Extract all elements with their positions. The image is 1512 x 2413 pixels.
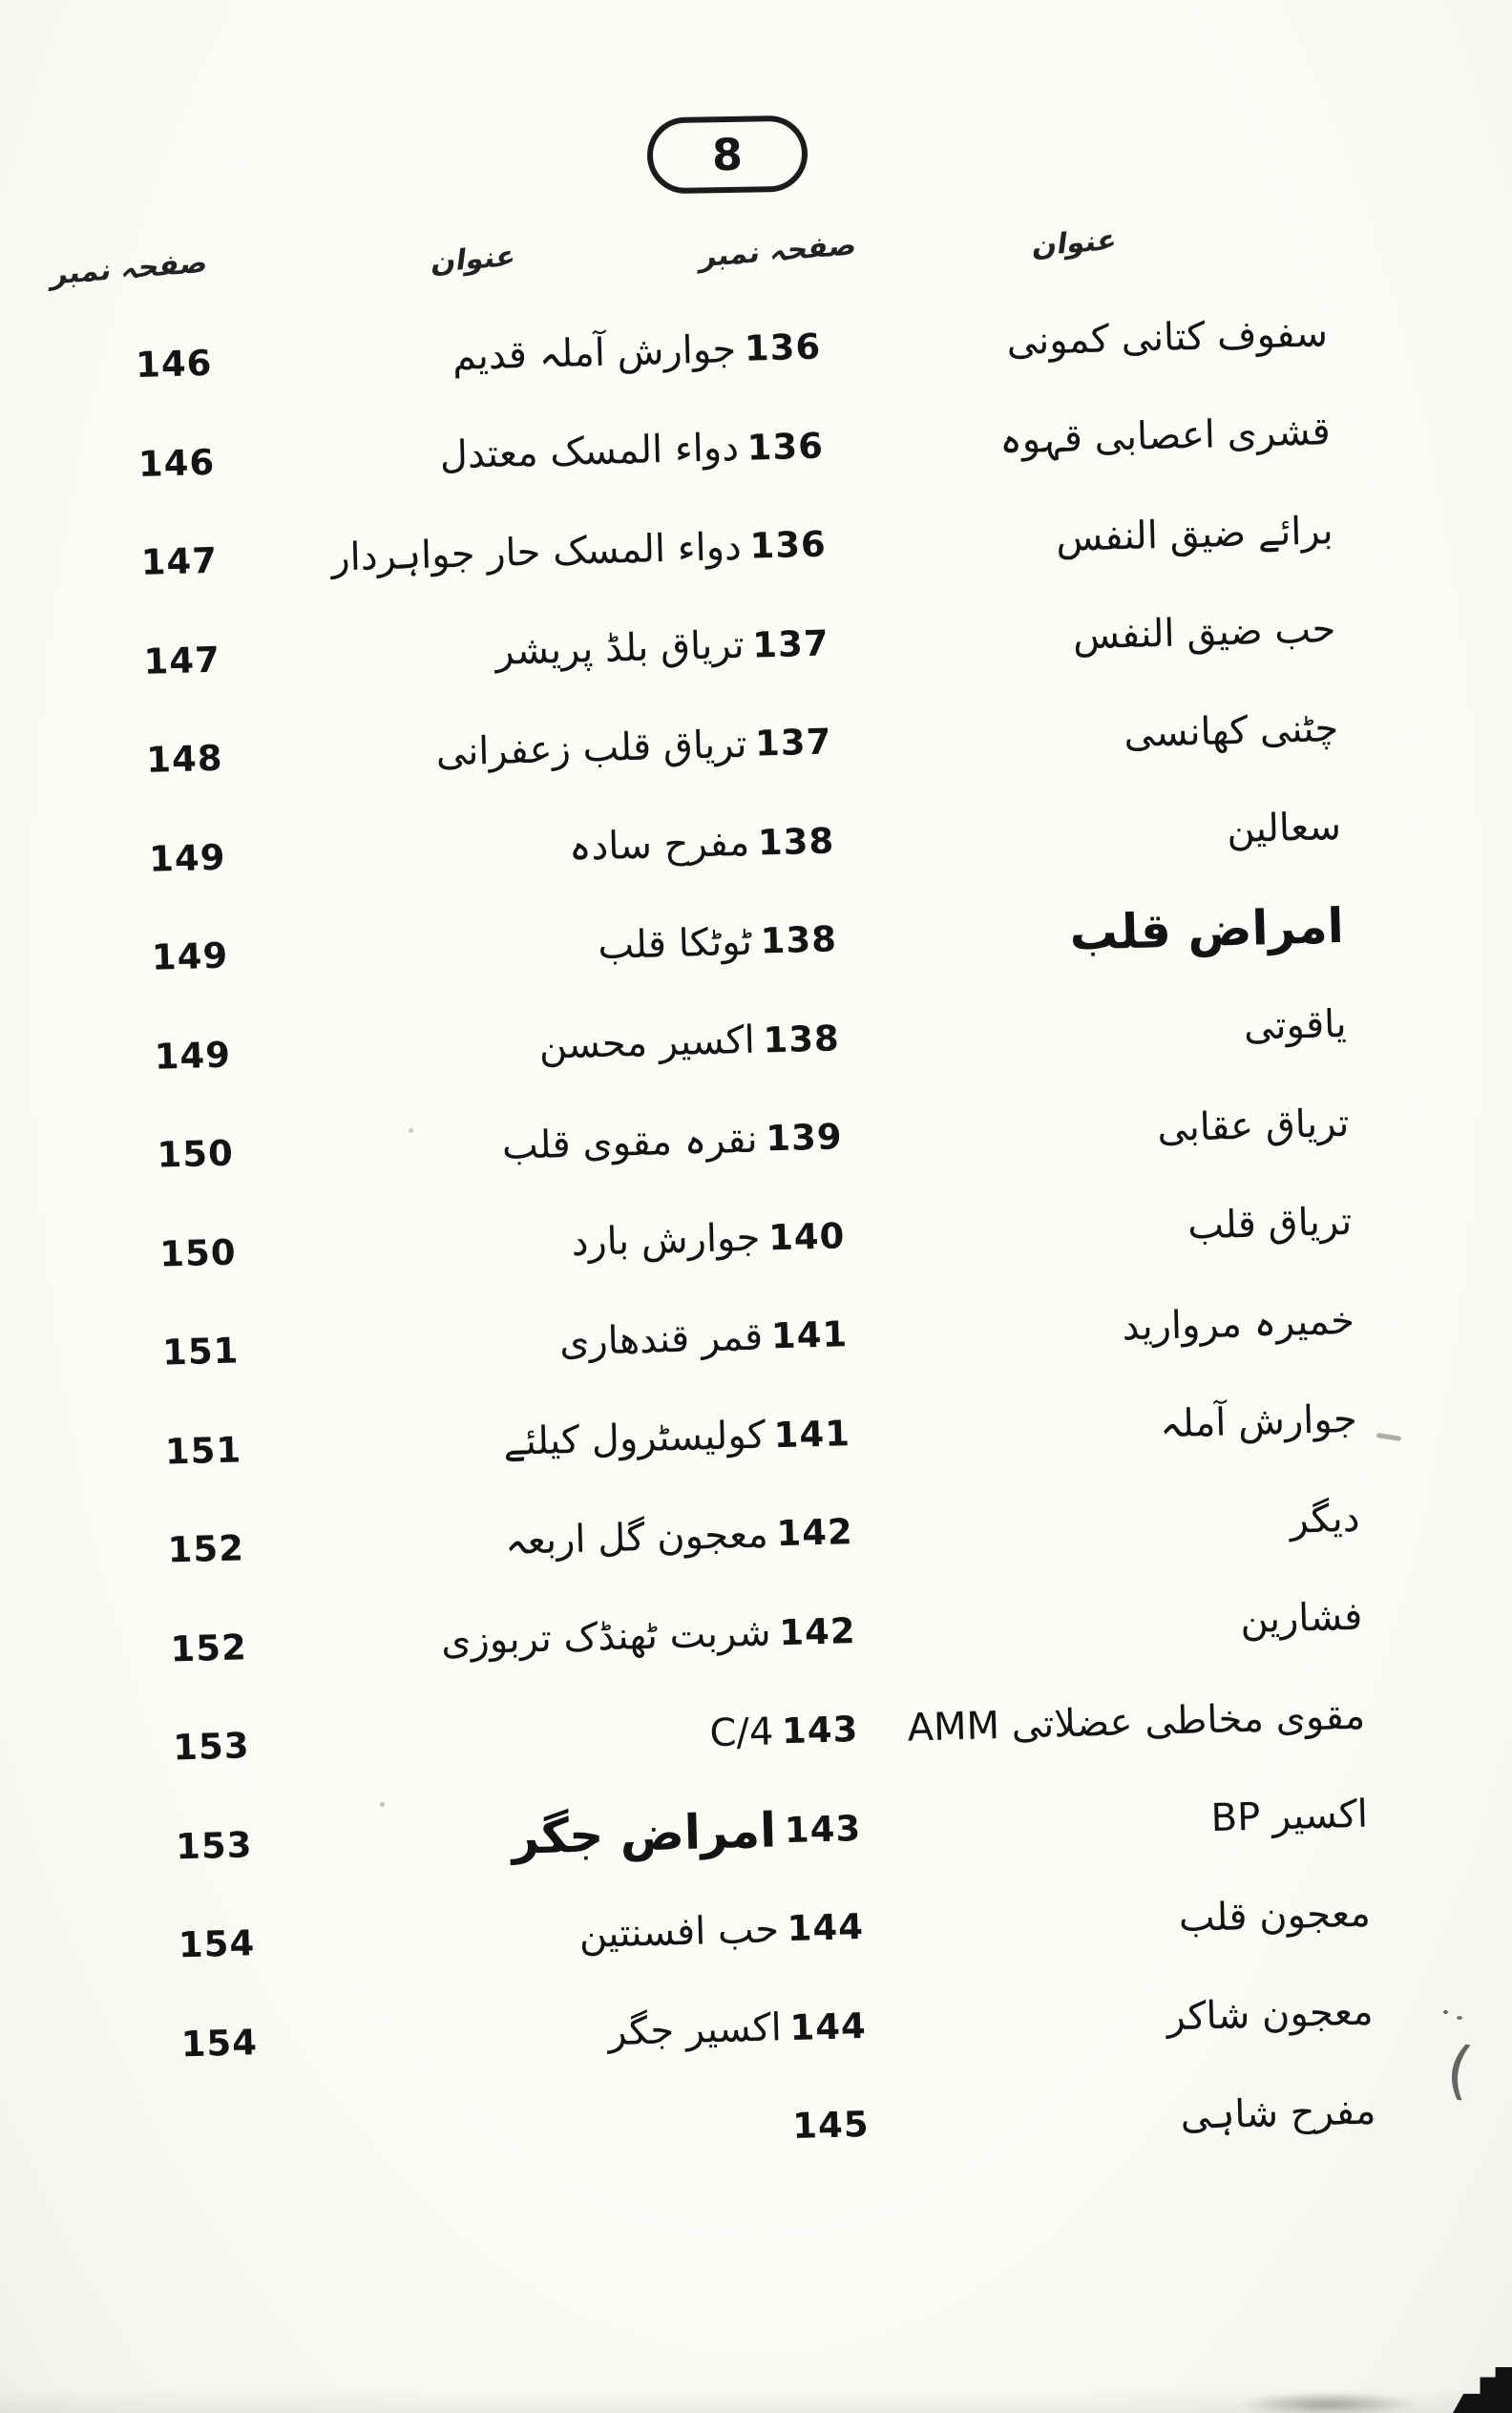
- entry-title-left: [264, 2127, 785, 2141]
- entry-page-number-right: 141: [773, 1412, 851, 1457]
- entry-page-number-left: 151: [164, 1429, 242, 1473]
- entry-page-number-left: 149: [151, 934, 229, 979]
- entry-page-number-right: 138: [760, 918, 838, 962]
- entry-title-right: سعالین: [1226, 805, 1342, 852]
- entry-title-left: قمر قندھاری: [558, 1314, 764, 1365]
- entry-page-number-left: 152: [169, 1626, 248, 1670]
- entry-page-number-left: 154: [178, 1922, 256, 1966]
- entry-title-left: تریاق بلڈ پریشر: [494, 623, 746, 675]
- entry-title-right: قشری اعصابی قہوہ: [998, 409, 1332, 463]
- entry-page-number-left: 151: [161, 1330, 240, 1374]
- entry-title-right: معجون شاکر: [1166, 1989, 1375, 2040]
- entry-title-right: برائے ضیق النفس: [1055, 508, 1334, 560]
- entry-page-number-left: 146: [135, 343, 213, 387]
- entry-title-left: ٹوٹکا قلب: [597, 919, 753, 968]
- entry-page-number-left: 150: [158, 1231, 238, 1275]
- entry-title-left: دواء المسک حار جواہردار: [330, 524, 743, 580]
- entry-page-number-right: 136: [744, 325, 822, 369]
- entry-title-right: تریاق قلب: [1186, 1200, 1353, 1248]
- ink-speck: [1443, 2010, 1448, 2014]
- entry-page-number-left: 146: [137, 441, 216, 485]
- entry-page-number-left: 153: [172, 1725, 251, 1769]
- entry-page-number-right: 145: [791, 2104, 871, 2148]
- entry-page-number-left: 152: [167, 1527, 245, 1571]
- entry-title-left: کولیسٹرول کیلئے: [502, 1413, 766, 1465]
- entry-page-number-left: 153: [175, 1824, 253, 1868]
- entry-page-number-right: 136: [748, 523, 828, 567]
- entry-page-number-left: 147: [140, 540, 219, 584]
- entry-page-number-right: 142: [778, 1609, 857, 1653]
- entry-page-number-right: 140: [767, 1214, 846, 1259]
- entry-title-right: فشارین: [1239, 1594, 1363, 1643]
- entry-page-number-right: 136: [746, 425, 825, 469]
- entry-page-number-left: 149: [154, 1034, 232, 1078]
- ink-dash: [1376, 1432, 1402, 1442]
- entry-page-number-right: 144: [788, 2004, 868, 2048]
- entry-title-left: اکسیر جگر: [607, 2005, 783, 2055]
- entry-title-right: اکسیر BP: [1210, 1792, 1369, 1841]
- header-page-number-left: صفحہ نمبر: [49, 245, 211, 292]
- entry-title-right: معجون قلب: [1178, 1891, 1372, 1941]
- ink-speck: [380, 1802, 385, 1807]
- entry-page-number-left: 154: [180, 2021, 259, 2066]
- entry-page-number-left: 150: [156, 1132, 235, 1176]
- entry-title-left: تریاق قلب زعفرانی: [435, 722, 747, 775]
- header-title-right: عنوان: [1030, 222, 1120, 263]
- entry-title-right: حب ضیق النفس: [1072, 607, 1336, 659]
- header-page-number-right: صفحہ نمبر: [698, 227, 860, 274]
- entry-title-left: مفرح سادہ: [568, 821, 750, 871]
- entry-title-left: حب افسنتین: [578, 1907, 780, 1957]
- entry-title-right: جوارش آملہ: [1159, 1397, 1358, 1447]
- entry-page-number-left: 149: [148, 836, 226, 880]
- entry-title-right: دیگر: [1289, 1496, 1361, 1542]
- ink-speck: [409, 1128, 413, 1133]
- entry-title-right: چٹنی کھانسی: [1123, 705, 1339, 756]
- entry-page-number-right: 138: [762, 1018, 841, 1061]
- stray-pen-mark: (: [1441, 2031, 1478, 2109]
- entry-title-right: یاقوتی: [1243, 1002, 1348, 1050]
- entry-title-left: اکسیر محسن: [538, 1018, 756, 1069]
- entry-page-number-right: 139: [765, 1116, 844, 1160]
- ink-speck: [1457, 2016, 1462, 2020]
- entry-page-number-right: 138: [757, 820, 835, 864]
- entry-title-left: جوارش آملہ قدیم: [452, 326, 737, 379]
- header-title-left: عنوان: [429, 239, 518, 280]
- entry-title-left: جوارش بارد: [570, 1215, 761, 1266]
- entry-title-right: مقوی مخاطی عضلاتی AMM: [906, 1693, 1366, 1751]
- entry-title-right: مفرح شاہی: [1180, 2088, 1376, 2138]
- entry-page-number-left: 147: [142, 639, 221, 682]
- entry-page-number-right: 137: [754, 721, 832, 765]
- entry-page-number-right: 143: [781, 1709, 859, 1752]
- entry-title-right: امراض قلب: [1068, 897, 1345, 961]
- entry-page-number-right: 141: [770, 1313, 849, 1357]
- entry-title-right: تریاق عقابی: [1156, 1101, 1350, 1151]
- entry-page-number-right: 137: [751, 622, 830, 666]
- entry-page-number-left: 148: [145, 737, 224, 782]
- entry-title-right: خمیرہ مروارید: [1121, 1298, 1355, 1350]
- entry-title-right: سفوف کتانی کمونی: [1006, 310, 1329, 365]
- page-number: 8: [711, 128, 744, 181]
- entry-page-number-right: 143: [784, 1807, 862, 1851]
- toc-sheet: صفحہ نمبر عنوان صفحہ نمبر عنوان 146 جوارش…: [45, 188, 1376, 2194]
- entry-title-left: معجون گل اربعہ: [504, 1512, 769, 1563]
- page-number-badge: 8: [646, 115, 808, 195]
- entry-title-left: شربت ٹھنڈک تربوزی: [440, 1610, 772, 1665]
- entry-page-number-right: 142: [775, 1511, 854, 1555]
- entry-page-number-left: [97, 2141, 264, 2146]
- entry-title-left: نقرہ مقوی قلب: [501, 1117, 759, 1168]
- entry-title-left: C/4: [708, 1710, 774, 1755]
- entry-page-number-right: 144: [787, 1906, 865, 1950]
- entry-title-left: امراض جگر: [511, 1802, 777, 1866]
- entry-title-left: دواء المسک معتدل: [439, 426, 740, 478]
- scan-edge-shadow: [0, 2388, 1512, 2413]
- toc-rows: 146 جوارش آملہ قدیم 136 سفوف کتانی کمونی 146…: [48, 283, 1377, 2194]
- scan-smudge: [1237, 2392, 1418, 2413]
